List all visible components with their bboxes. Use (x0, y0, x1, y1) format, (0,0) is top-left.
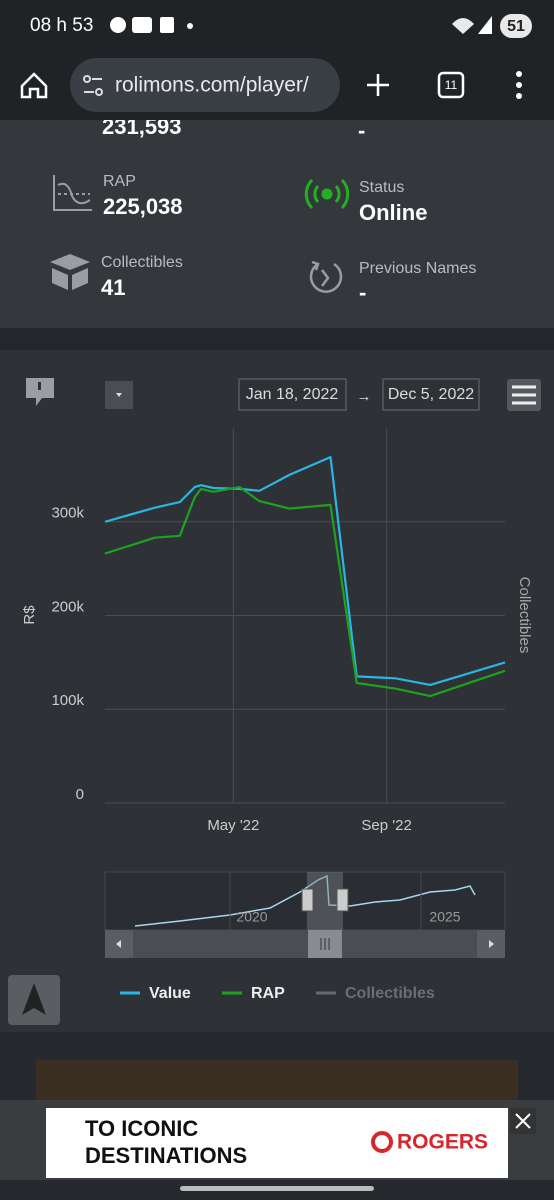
tab-count: 11 (445, 78, 458, 92)
tabs-button[interactable] (437, 71, 465, 99)
stat-value: - (359, 280, 366, 305)
scrollbar (105, 930, 505, 958)
ad-banner[interactable] (46, 1108, 508, 1178)
stat-value: Online (359, 200, 427, 225)
legend: Value RAP Collectibles (120, 985, 435, 1002)
date-to: Dec 5, 2022 (388, 386, 474, 403)
stat-value: 225,038 (103, 194, 183, 219)
notification-icons (110, 17, 193, 33)
ad-close-icon (515, 1113, 531, 1129)
series-line (104, 456, 506, 686)
y-tick-label: 100k (51, 692, 84, 709)
navigator-label: 2025 (429, 909, 460, 925)
date-from: Jan 18, 2022 (246, 386, 339, 403)
url-bar[interactable] (70, 58, 340, 112)
rap-icon (53, 175, 92, 211)
battery (500, 14, 532, 38)
navigator-label: 2020 (236, 909, 267, 925)
url: rolimons.com/player/ (115, 74, 309, 97)
gap (0, 328, 554, 350)
stat-label: Collectibles (101, 254, 183, 271)
navigator-line (134, 874, 476, 927)
range-separator: → (357, 388, 372, 405)
scroll-grip (320, 938, 330, 950)
comment-button[interactable] (26, 378, 54, 406)
legend-label: Value (149, 985, 191, 1002)
legend-label: RAP (251, 985, 285, 1002)
y-tick-label: 0 (76, 786, 84, 803)
names-icon (309, 260, 343, 293)
ad-image[interactable] (36, 1060, 518, 1105)
plot: 0 100k 200k 300k May '22 Sep '22 (51, 428, 506, 834)
clock: 08 h 53 (30, 15, 93, 36)
ad-brand: ROGERS (397, 1131, 488, 1154)
y-tick-label: 300k (51, 505, 84, 522)
chart-menu-icon (512, 385, 536, 405)
menu-button[interactable] (516, 71, 522, 99)
comment-mark (38, 382, 41, 390)
collectibles-icon (50, 254, 90, 290)
stats-panel (0, 100, 554, 328)
date-to-box[interactable] (382, 378, 480, 411)
scroll-left-arrow (116, 940, 121, 948)
stat-label: Previous Names (359, 260, 476, 277)
dropdown-arrow (116, 393, 122, 397)
navigator-handle[interactable] (301, 888, 314, 912)
new-tab-button[interactable] (367, 74, 389, 96)
series-line (104, 486, 506, 698)
y-tick-label: 200k (51, 598, 84, 615)
site-settings-icon[interactable] (83, 75, 103, 96)
x-tick-label: Sep '22 (361, 817, 411, 834)
ad-text: DESTINATIONS (85, 1143, 247, 1168)
ad-text: TO ICONIC (85, 1116, 198, 1141)
x-tick-label: May '22 (207, 817, 259, 834)
system-icons (452, 16, 492, 34)
gesture-bar (180, 1186, 374, 1191)
stat-value: - (358, 118, 365, 143)
battery-level: 51 (507, 18, 525, 35)
scroll-right-arrow (489, 940, 494, 948)
legend-label: Collectibles (345, 985, 435, 1002)
ad-logo (371, 1131, 393, 1153)
home-button[interactable] (20, 72, 48, 99)
navigator-handle[interactable] (336, 888, 349, 912)
stat-value: 41 (101, 275, 125, 300)
y2-axis-label: Collectibles (516, 577, 533, 654)
nav-icon (22, 983, 46, 1015)
y-axis-label: R$ (21, 605, 38, 625)
stat-label: Status (359, 179, 404, 196)
status-icon (304, 178, 350, 210)
stat-label: RAP (103, 173, 136, 190)
date-from-box[interactable] (238, 378, 347, 411)
